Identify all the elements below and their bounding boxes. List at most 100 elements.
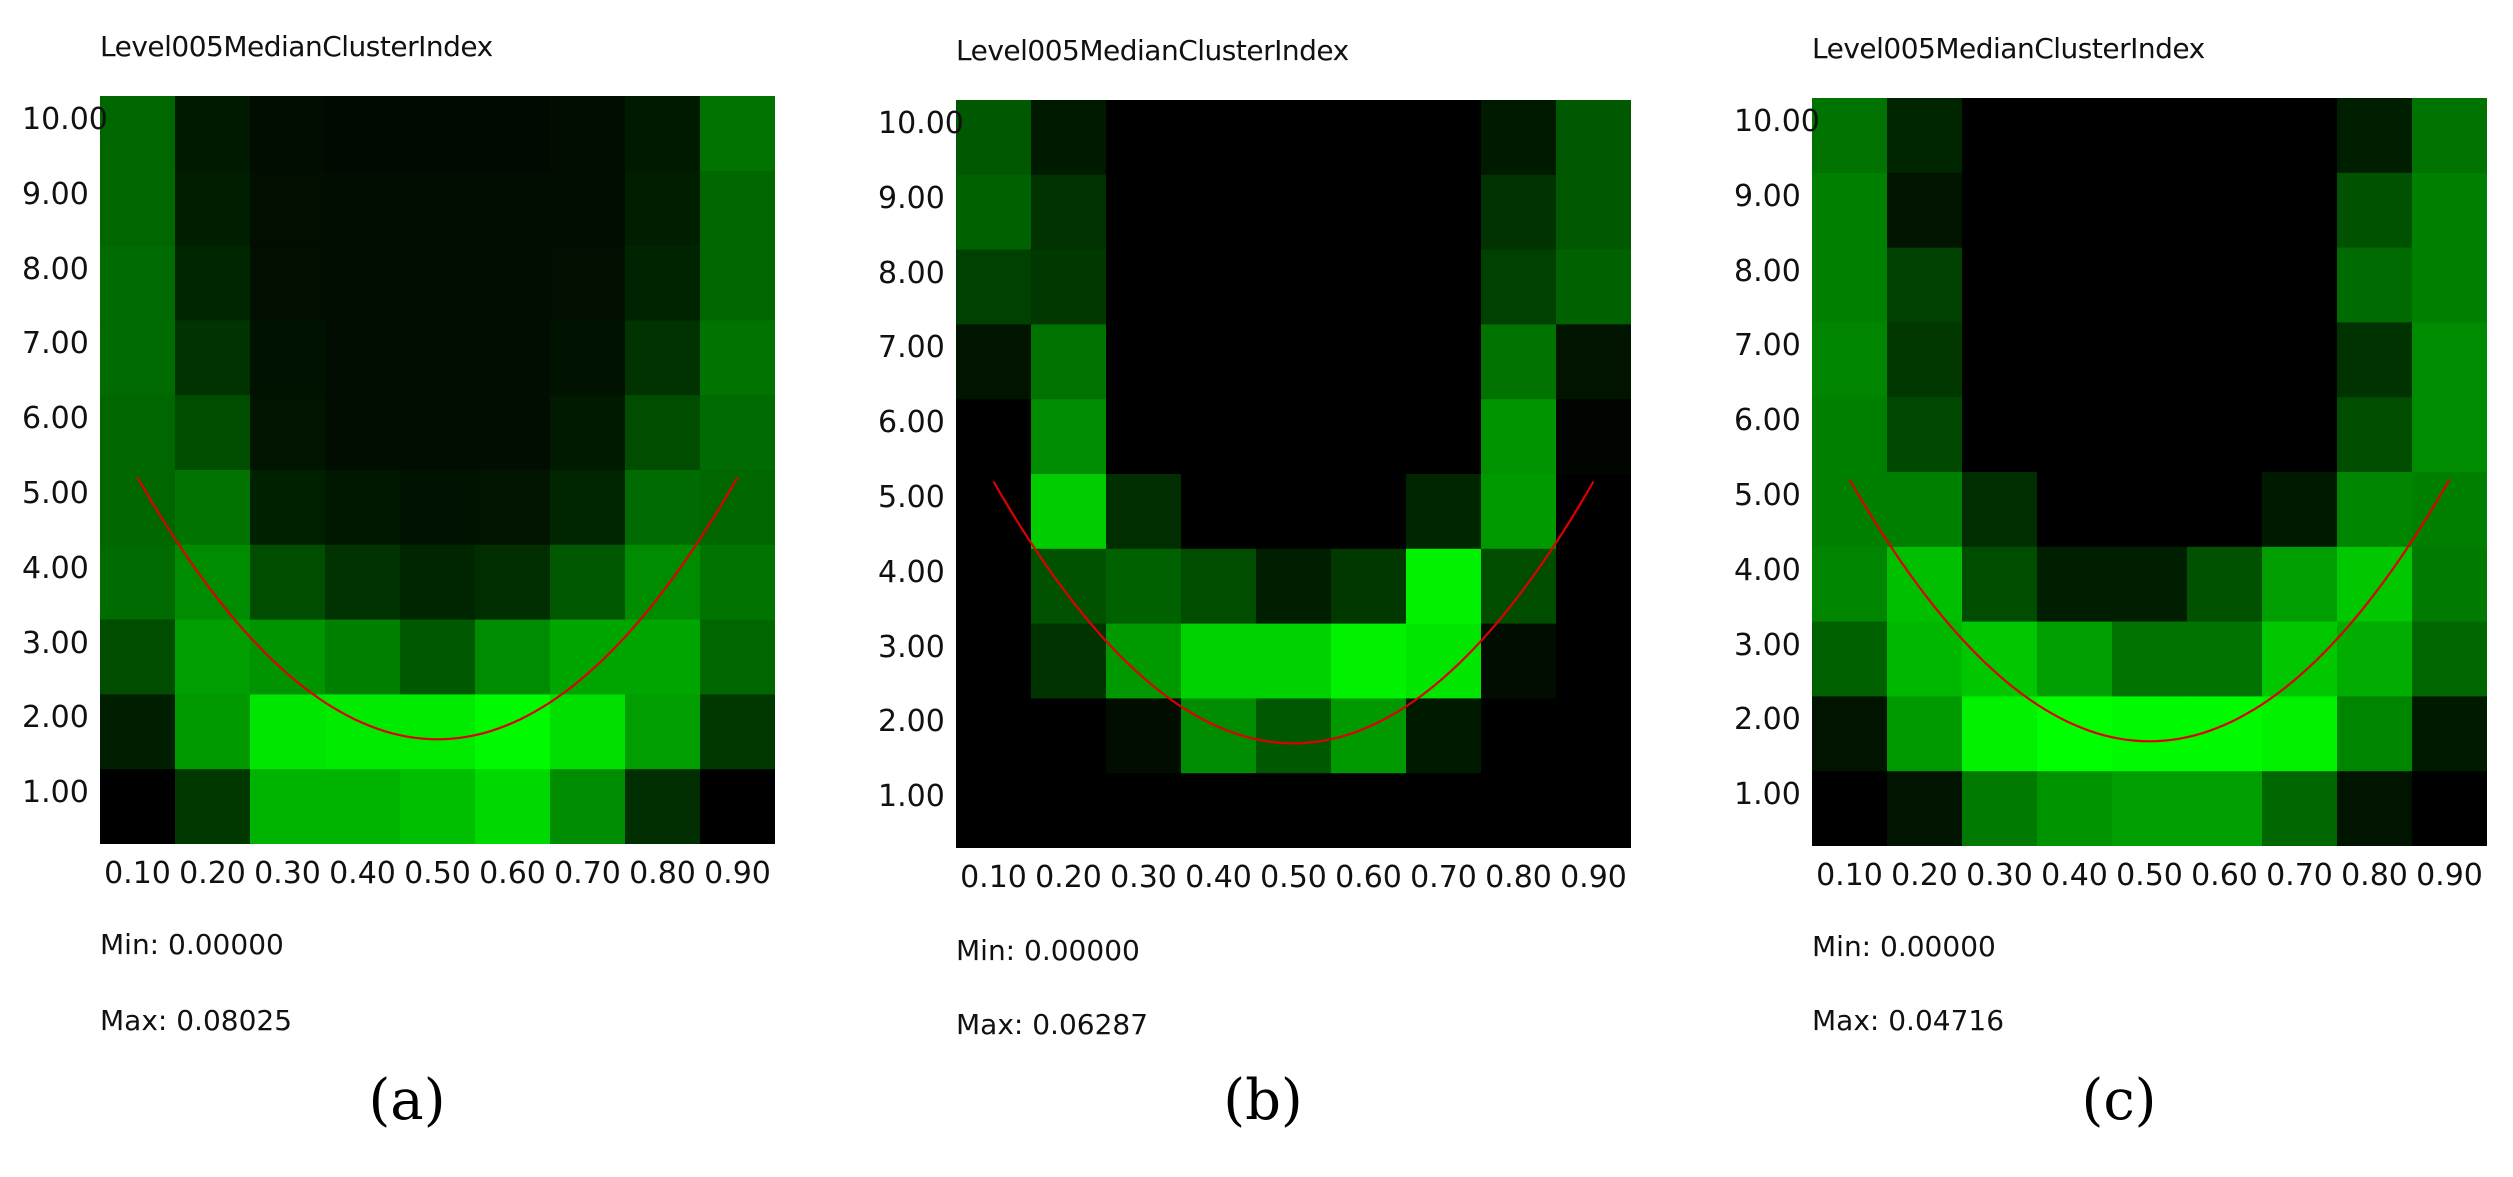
y-tick-label: 3.00 — [22, 625, 89, 661]
heatmap-cell — [1331, 100, 1407, 176]
heatmap-cell — [1481, 174, 1557, 251]
heatmap-cell — [1331, 623, 1407, 699]
heatmap-cell — [1481, 399, 1557, 475]
heatmap-cell — [1256, 324, 1332, 400]
heatmap-cell — [100, 96, 176, 172]
heatmap-cell — [1181, 623, 1257, 699]
heatmap-cell — [1812, 98, 1888, 174]
heatmap-cell — [2187, 397, 2263, 473]
heatmap-svg — [100, 96, 775, 844]
max-value: 0.06287 — [1032, 1008, 1149, 1041]
heatmap-cell — [2412, 322, 2487, 398]
heatmap-cell — [1406, 174, 1482, 251]
heatmap-cell — [2262, 771, 2338, 846]
y-tick-label: 2.00 — [1734, 702, 1801, 738]
heatmap-cell — [475, 395, 551, 471]
heatmap-cell — [1106, 623, 1182, 699]
heatmap-cell — [2262, 322, 2338, 398]
heatmap-cell — [1181, 399, 1257, 475]
heatmap-cell — [625, 96, 701, 172]
heatmap-plot — [100, 96, 775, 844]
y-tick-label: 3.00 — [1734, 627, 1801, 663]
heatmap-cell — [700, 470, 775, 546]
heatmap-cell — [956, 100, 1032, 176]
heatmap-cell — [1812, 247, 1888, 323]
heatmap-cell — [2337, 621, 2413, 697]
x-tick-label: 0.70 — [1410, 860, 1477, 895]
heatmap-cell — [550, 170, 626, 247]
heatmap-cell — [2187, 621, 2263, 697]
heatmap-cell — [2112, 247, 2188, 323]
heatmap-cell — [1556, 474, 1631, 550]
heatmap-cell — [1887, 472, 1963, 548]
heatmap-cell — [250, 96, 326, 172]
heatmap-cell — [175, 395, 251, 471]
y-tick-label: 5.00 — [1734, 478, 1801, 513]
y-tick-label: 7.00 — [878, 330, 945, 366]
x-tick-label: 0.40 — [329, 856, 396, 891]
y-tick-label: 2.00 — [22, 700, 89, 736]
x-tick-label: 0.60 — [1335, 860, 1402, 895]
x-tick-label: 0.60 — [2191, 858, 2258, 893]
heatmap-cell — [1106, 324, 1182, 400]
x-tick-label: 0.10 — [1816, 858, 1883, 893]
heatmap-cell — [1962, 98, 2038, 174]
heatmap-cell — [625, 395, 701, 471]
heatmap-cell — [475, 769, 551, 844]
heatmap-cell — [1812, 696, 1888, 772]
heatmap-cell — [1556, 100, 1631, 176]
heatmap-cell — [625, 170, 701, 247]
heatmap-cell — [1406, 548, 1482, 625]
heatmap-cell — [700, 96, 775, 172]
heatmap-cell — [550, 245, 626, 321]
heatmap-cell — [250, 694, 326, 770]
heatmap-cell — [1406, 623, 1482, 699]
heatmap-cell — [1331, 474, 1407, 550]
y-tick-label: 9.00 — [1734, 178, 1801, 214]
heatmap-cell — [1812, 621, 1888, 697]
heatmap-cell — [550, 544, 626, 621]
heatmap-cell — [956, 174, 1032, 251]
x-tick-label: 0.20 — [1035, 860, 1102, 895]
heatmap-cell — [2112, 322, 2188, 398]
heatmap-cell — [2337, 696, 2413, 772]
max-value: 0.04716 — [1888, 1004, 2005, 1037]
heatmap-cell — [250, 320, 326, 396]
heatmap-cell — [1887, 696, 1963, 772]
heatmap-cell — [325, 769, 401, 844]
heatmap-cell — [2412, 696, 2487, 772]
heatmap-cell — [1406, 698, 1482, 774]
heatmap-cell — [2262, 621, 2338, 697]
heatmap-cell — [956, 249, 1032, 325]
heatmap-cell — [1962, 546, 2038, 623]
heatmap-cell — [325, 470, 401, 546]
heatmap-cell — [2112, 172, 2188, 249]
heatmap-cell — [400, 619, 476, 695]
panel-caption: (c) — [2081, 1068, 2157, 1133]
heatmap-cell — [400, 96, 476, 172]
heatmap-cell — [1256, 399, 1332, 475]
heatmap-cell — [400, 769, 476, 844]
heatmap-cell — [475, 619, 551, 695]
heatmap-cell — [325, 170, 401, 247]
heatmap-cell — [2187, 247, 2263, 323]
heatmap-cell — [175, 619, 251, 695]
heatmap-cell — [400, 245, 476, 321]
heatmap-cell — [700, 245, 775, 321]
heatmap-cell — [100, 769, 176, 844]
heatmap-cell — [2037, 247, 2113, 323]
x-tick-label: 0.70 — [2266, 858, 2333, 893]
y-tick-label: 6.00 — [22, 401, 89, 437]
heatmap-cell — [2112, 696, 2188, 772]
heatmap-cell — [100, 245, 176, 321]
heatmap-cell — [175, 470, 251, 546]
max-readout: Max: 0.06287 — [956, 1008, 1148, 1041]
heatmap-cell — [250, 769, 326, 844]
heatmap-cell — [700, 694, 775, 770]
x-tick-label: 0.90 — [704, 856, 771, 891]
heatmap-cell — [475, 170, 551, 247]
heatmap-cell — [250, 470, 326, 546]
heatmap-cell — [1106, 399, 1182, 475]
heatmap-cell — [2412, 247, 2487, 323]
y-tick-label: 6.00 — [1734, 403, 1801, 439]
